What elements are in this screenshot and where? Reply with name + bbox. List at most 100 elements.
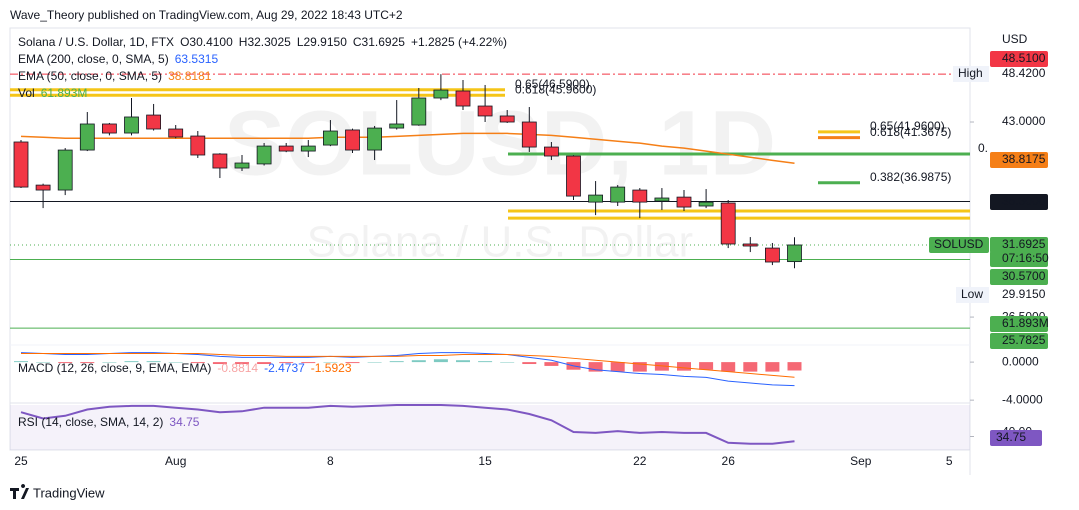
macd-value: -2.4737: [264, 361, 305, 375]
price-tag: [990, 316, 1048, 332]
macd-hist-bar: [478, 361, 493, 363]
price-tag-label: 07:16:50: [1002, 251, 1049, 265]
price-tag: [990, 251, 1048, 267]
candle-body: [256, 145, 272, 165]
candle-body: [610, 186, 626, 203]
macd-value: -0.8814: [217, 361, 258, 375]
candle-body: [278, 145, 294, 152]
macd-hist-bar: [522, 362, 537, 365]
watermark-symbol: SOLUSD, 1D: [224, 92, 776, 194]
price-tag-label: 38.8175: [1002, 152, 1046, 166]
candle-body: [521, 121, 537, 148]
macd-hist-bar: [190, 362, 205, 364]
candle-body: [765, 247, 780, 263]
candle-body: [212, 153, 228, 169]
macd-hist-bar: [146, 361, 161, 363]
candle-body: [102, 123, 117, 134]
vol-label: Vol: [18, 86, 35, 100]
candle-body: [698, 201, 714, 207]
ema50-line: [20, 132, 795, 164]
x-tick-label: 22: [633, 454, 647, 468]
macd-hist-bar: [743, 362, 758, 372]
rsi-tag-label: 34.75: [996, 430, 1026, 444]
rsi-line: [20, 404, 795, 445]
candle-body: [411, 97, 427, 126]
price-tag-label: 48.4200: [1002, 66, 1046, 80]
rsi-tag: [990, 430, 1042, 446]
ema200-label: EMA (200, close, 0, SMA, 5): [18, 52, 169, 66]
low-box: [956, 287, 989, 303]
vol-value: 61.893M: [41, 86, 88, 100]
ema50-value: 38.8181: [168, 69, 212, 83]
candle-body: [57, 149, 73, 191]
price-tag: [990, 194, 1048, 210]
fib-label: 0.618(41.3675): [870, 125, 951, 139]
symbol-box: [929, 237, 989, 253]
macd-hist-bar: [279, 362, 294, 364]
x-tick-label: 8: [327, 454, 334, 468]
ohlc-low: L29.9150: [297, 35, 347, 49]
signal-line: [21, 353, 795, 378]
ohlc-high: H32.3025: [239, 35, 291, 49]
candle-body: [588, 194, 603, 203]
price-tag-label: 31.6925: [1002, 237, 1046, 251]
ohlc-close: C31.6925: [353, 35, 405, 49]
vol-legend: Vol 61.893M: [18, 86, 87, 100]
candle-body: [720, 202, 736, 245]
macd-hist-bar: [787, 362, 802, 371]
ema50-legend: EMA (50, close, 0, SMA, 5) 38.8181: [18, 69, 212, 83]
macd-hist-bar: [456, 360, 470, 363]
macd-hist-bar: [500, 362, 515, 363]
price-tag-label: 29.9150: [1002, 287, 1046, 301]
candle-body: [787, 244, 802, 263]
macd-hist-bar: [765, 362, 780, 372]
candle-body: [654, 197, 670, 202]
macd-label: MACD (12, 26, close, 9, EMA, EMA): [18, 361, 211, 375]
macd-hist-bar: [124, 361, 139, 363]
high-box: [953, 66, 989, 82]
watermark-name: Solana / U.S. Dollar: [307, 218, 693, 267]
candle-body: [566, 155, 581, 197]
macd-hist-bar: [323, 362, 338, 363]
macd-hist-bar: [367, 362, 382, 363]
candle-body: [35, 184, 51, 191]
candle-body: [742, 243, 758, 247]
candle-body: [367, 127, 383, 151]
ohlc-change: +1.2825 (+4.22%): [411, 35, 507, 49]
low-label: Low: [961, 287, 983, 301]
macd-hist-bar: [14, 361, 28, 363]
macd-hist-bar: [168, 362, 183, 363]
macd-hist-bar: [36, 362, 51, 363]
candle-body: [499, 115, 515, 123]
macd-hist-bar: [80, 362, 95, 364]
macd-hist-bar: [345, 362, 360, 364]
macd-hist-bar: [433, 359, 448, 363]
ema200-legend: EMA (200, close, 0, SMA, 5) 63.5315: [18, 52, 218, 66]
price-tag-label: 35.3000: [1002, 194, 1046, 208]
macd-hist-bar: [212, 362, 227, 365]
plot: 0.65(46.5900)0.618(45.9600) 0.65(41.9600)…: [10, 51, 1049, 468]
candle-body: [345, 129, 360, 151]
candle-body: [146, 114, 162, 130]
macd-hist-bar: [699, 362, 714, 370]
macd-hist-bar: [301, 362, 316, 364]
price-tag-label: 61.893M: [1002, 316, 1049, 330]
price-tag: [990, 152, 1048, 168]
candle-body: [234, 162, 250, 169]
macd-hist-bar: [257, 362, 272, 365]
macd-hist-bar: [610, 362, 625, 372]
x-tick-label: 25: [14, 454, 28, 468]
published-line: Wave_Theory published on TradingView.com…: [10, 8, 403, 22]
macd-hist-bar: [102, 362, 117, 363]
ema50-label: EMA (50, close, 0, SMA, 5): [18, 69, 162, 83]
candle-body: [676, 196, 692, 208]
footer-brand: TradingView: [33, 485, 105, 500]
fib-label: 0.65(41.9600): [870, 119, 945, 133]
price-tag: [990, 269, 1048, 285]
candle-body: [124, 116, 139, 134]
price-tag-label: 30.5700: [1002, 269, 1046, 283]
macd-hist-bar: [58, 362, 73, 364]
candle-body: [190, 135, 206, 156]
